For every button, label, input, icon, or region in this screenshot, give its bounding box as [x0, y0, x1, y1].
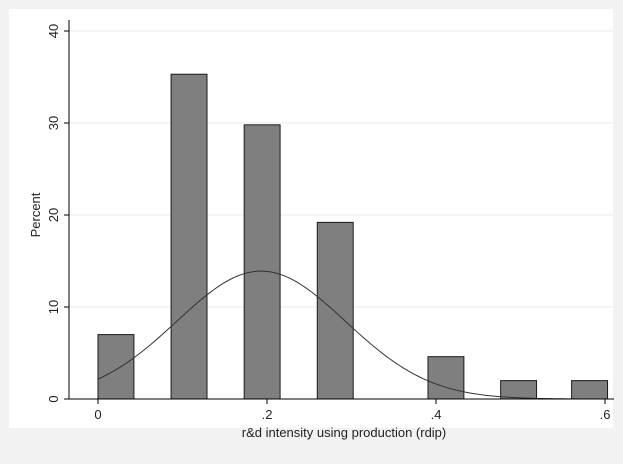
- histogram-bar: [427, 356, 465, 400]
- axes: [68, 20, 614, 400]
- y-axis-label: Percent: [28, 192, 43, 237]
- x-tick-label: 0: [94, 407, 101, 422]
- x-axis-label: r&d intensity using production (rdip): [242, 425, 447, 440]
- normal-density-curve: [97, 270, 580, 400]
- y-tick-label: 0: [46, 395, 61, 402]
- x-tick-label: .6: [600, 407, 611, 422]
- y-tick-label: 20: [46, 208, 61, 222]
- x-tick-label: .2: [262, 407, 273, 422]
- histogram-bar: [243, 124, 281, 400]
- density-curve-group: [97, 270, 580, 400]
- histogram-bar: [97, 334, 135, 400]
- x-tick-label: .4: [431, 407, 442, 422]
- y-tick-label: 40: [46, 24, 61, 38]
- y-tick-label: 30: [46, 116, 61, 130]
- histogram-bar: [500, 380, 538, 400]
- histogram-bar: [316, 221, 354, 400]
- histogram-bar: [170, 73, 208, 400]
- tick-labels: 0 10 20 30 40 0 .2 .4 .6: [46, 24, 610, 422]
- y-tick-label: 10: [46, 300, 61, 314]
- histogram-bar: [571, 380, 609, 400]
